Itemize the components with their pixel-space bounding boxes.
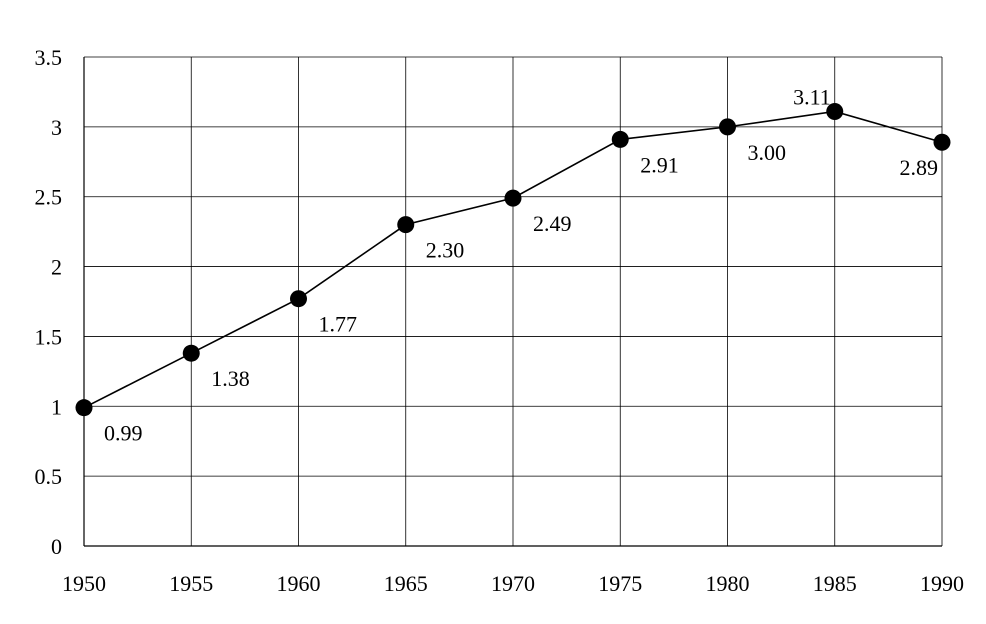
grid-lines	[84, 56, 943, 546]
y-tick-label: 1.5	[35, 324, 63, 349]
y-tick-labels: 0 0.5 1 1.5 2 2.5 3 3.5	[35, 45, 63, 559]
data-label: 1.38	[211, 366, 250, 391]
y-tick-label: 1	[51, 394, 62, 419]
y-tick-label: 2	[51, 255, 62, 280]
data-point	[290, 290, 307, 308]
x-tick-label: 1970	[491, 571, 535, 596]
data-label: 2.89	[900, 155, 939, 180]
y-tick-label: 2.5	[35, 185, 63, 210]
x-tick-label: 1980	[706, 571, 750, 596]
x-tick-label: 1990	[920, 571, 964, 596]
x-tick-label: 1975	[598, 571, 642, 596]
x-tick-label: 1955	[169, 571, 213, 596]
data-label: 3.11	[793, 84, 831, 109]
data-labels: 0.99 1.38 1.77 2.30 2.49 2.91 3.00 3.11 2.89	[104, 84, 938, 445]
series	[75, 102, 951, 417]
x-tick-label: 1960	[277, 571, 321, 596]
y-tick-label: 3	[51, 115, 62, 140]
x-tick-label: 1950	[62, 571, 106, 596]
data-label: 2.30	[426, 238, 465, 263]
y-tick-label: 0.5	[35, 464, 63, 489]
x-tick-label: 1985	[813, 571, 857, 596]
data-label: 1.77	[319, 312, 358, 337]
data-label: 0.99	[104, 421, 143, 446]
y-tick-label: 0	[51, 534, 62, 559]
data-point	[397, 216, 415, 234]
data-point	[611, 130, 629, 148]
data-point	[933, 133, 951, 151]
data-label: 2.49	[533, 211, 572, 236]
data-label: 3.00	[748, 140, 787, 165]
x-tick-label: 1965	[384, 571, 428, 596]
x-tick-labels: 1950 1955 1960 1965 1970 1975 1980 1985 1990	[62, 571, 964, 596]
axes	[83, 57, 942, 547]
data-point	[719, 118, 736, 136]
data-point	[826, 102, 844, 120]
y-tick-label: 3.5	[35, 45, 63, 70]
data-label: 2.91	[640, 152, 679, 177]
data-point	[504, 189, 522, 207]
data-point	[182, 344, 200, 362]
data-point	[75, 399, 93, 417]
